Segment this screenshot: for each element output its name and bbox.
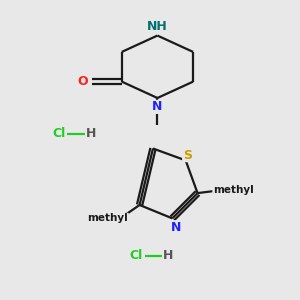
Text: NH: NH: [147, 20, 168, 33]
Text: Cl: Cl: [52, 127, 65, 140]
Text: H: H: [86, 127, 97, 140]
Text: methyl: methyl: [213, 185, 254, 195]
Text: N: N: [171, 221, 181, 234]
Text: S: S: [183, 148, 192, 162]
Text: H: H: [164, 249, 174, 262]
Text: methyl: methyl: [87, 213, 128, 224]
Text: O: O: [78, 75, 88, 88]
Text: N: N: [152, 100, 163, 113]
Text: Cl: Cl: [129, 249, 142, 262]
